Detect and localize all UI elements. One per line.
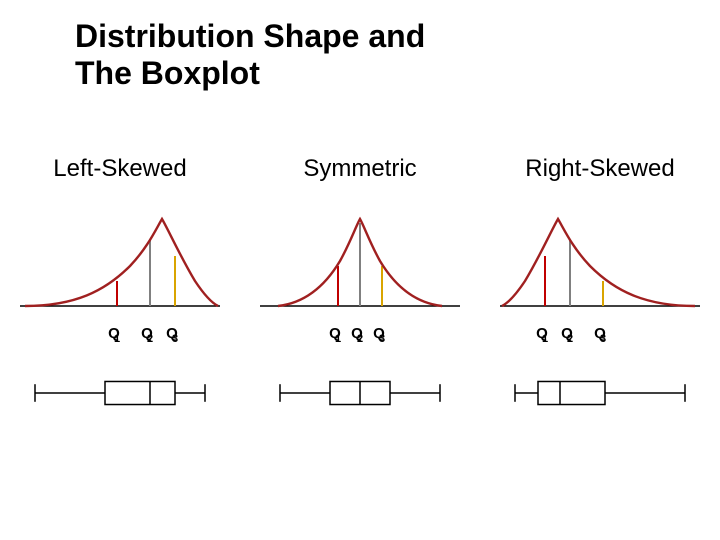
quartile-labels: Q1 Q2 Q3 <box>20 325 220 347</box>
boxplot <box>510 377 690 409</box>
panel-symmetric: Symmetric Q1 Q2 Q3 <box>250 155 470 409</box>
boxplot-container <box>490 377 710 409</box>
curve-container <box>10 201 230 311</box>
panel-title: Symmetric <box>250 155 470 183</box>
curve-container <box>490 201 710 311</box>
distribution-curve <box>260 211 460 311</box>
panel-right-skewed: Right-Skewed Q1 Q2 Q3 <box>490 155 710 409</box>
quartile-label-q1: Q1 <box>114 325 120 345</box>
boxplot <box>30 377 210 409</box>
quartile-label-q1: Q1 <box>335 325 341 345</box>
panel-title: Right-Skewed <box>490 155 710 183</box>
page-title: Distribution Shape and The Boxplot <box>75 18 425 92</box>
quartile-label-q2: Q2 <box>567 325 573 345</box>
boxplot <box>270 377 450 409</box>
quartile-label-q3: Q3 <box>172 325 178 345</box>
panel-title: Left-Skewed <box>10 155 230 183</box>
panel-left-skewed: Left-Skewed Q1 Q2 Q3 <box>10 155 230 409</box>
boxplot-container <box>250 377 470 409</box>
boxplot-container <box>10 377 230 409</box>
quartile-label-q2: Q2 <box>357 325 363 345</box>
quartile-labels: Q1 Q2 Q3 <box>500 325 700 347</box>
title-line-1: Distribution Shape and <box>75 18 425 55</box>
distribution-curve <box>500 211 700 311</box>
quartile-label-q2: Q2 <box>147 325 153 345</box>
quartile-label-q1: Q1 <box>542 325 548 345</box>
distribution-curve <box>20 211 220 311</box>
panels-row: Left-SkewedQ1Q2Q3SymmetricQ1Q2Q3Right-Sk… <box>0 155 720 409</box>
title-line-2: The Boxplot <box>75 55 260 92</box>
quartile-label-q3: Q3 <box>600 325 606 345</box>
quartile-labels: Q1 Q2 Q3 <box>260 325 460 347</box>
quartile-label-q3: Q3 <box>379 325 385 345</box>
curve-container <box>250 201 470 311</box>
